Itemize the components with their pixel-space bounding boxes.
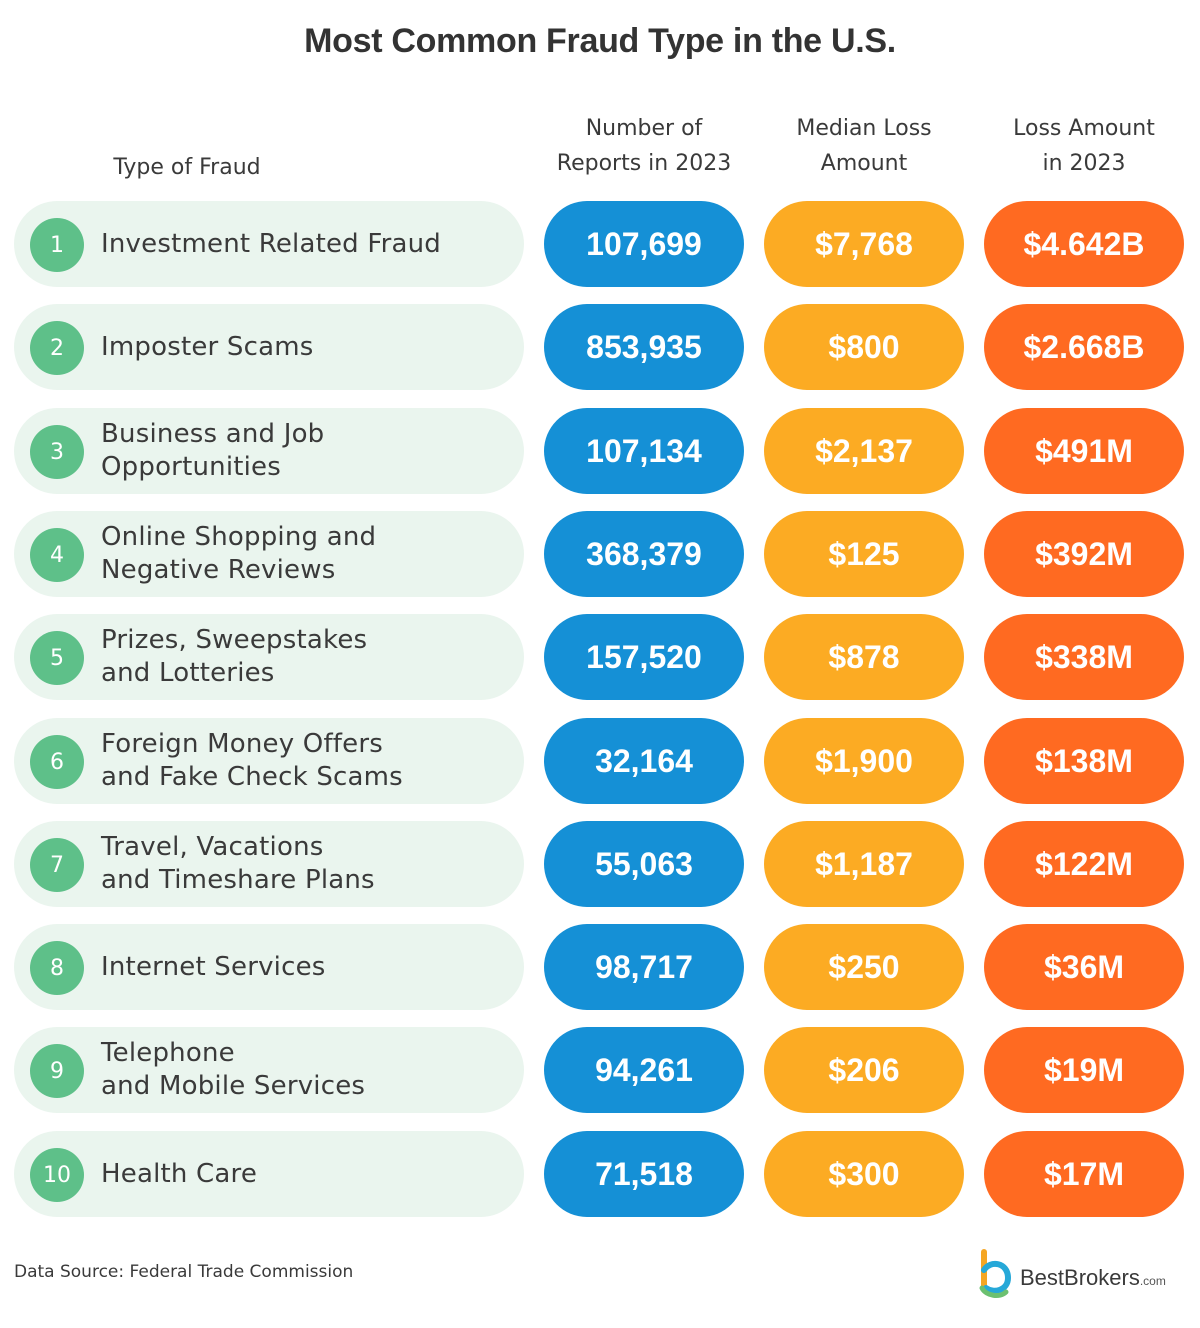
reports-value: 853,935 [544, 304, 744, 390]
table-row: 5 Prizes, Sweepstakes and Lotteries 157,52… [0, 614, 1200, 700]
fraud-type-pill: 4 Online Shopping and Negative Reviews [14, 511, 524, 597]
reports-value: 107,134 [544, 408, 744, 494]
median-loss-value: $125 [764, 511, 964, 597]
page-title: Most Common Fraud Type in the U.S. [304, 22, 896, 60]
table-row: 10 Health Care 71,518 $300 $17M [0, 1131, 1200, 1217]
loss-amount-value: $19M [984, 1027, 1184, 1113]
rank-badge: 8 [30, 941, 84, 995]
rank-badge: 7 [30, 838, 84, 892]
header-loss: Loss Amount in 2023 [1013, 116, 1155, 176]
bestbrokers-logo: BestBrokers.com [976, 1248, 1191, 1300]
rank-badge: 1 [30, 218, 84, 272]
fraud-type-pill: 10 Health Care [14, 1131, 524, 1217]
header-median: Median Loss Amount [796, 116, 932, 176]
fraud-type-label: Prizes, Sweepstakes and Lotteries [101, 625, 368, 688]
fraud-type-label: Telephone and Mobile Services [101, 1038, 366, 1101]
header-reports: Number of Reports in 2023 [556, 116, 732, 176]
brand-suffix: .com [1139, 1274, 1166, 1288]
rank-badge: 5 [30, 631, 84, 685]
fraud-type-label: Online Shopping and Negative Reviews [101, 522, 377, 585]
loss-amount-value: $491M [984, 408, 1184, 494]
fraud-type-pill: 8 Internet Services [14, 924, 524, 1010]
reports-value: 107,699 [544, 201, 744, 287]
reports-value: 32,164 [544, 718, 744, 804]
reports-value: 157,520 [544, 614, 744, 700]
table-row: 9 Telephone and Mobile Services 94,261 $206… [0, 1027, 1200, 1113]
fraud-type-label: Travel, Vacations and Timeshare Plans [101, 832, 375, 895]
reports-value: 55,063 [544, 821, 744, 907]
fraud-type-pill: 2 Imposter Scams [14, 304, 524, 390]
loss-amount-value: $138M [984, 718, 1184, 804]
fraud-type-pill: 1 Investment Related Fraud [14, 201, 524, 287]
fraud-type-label: Imposter Scams [101, 331, 314, 362]
fraud-type-label: Business and Job Opportunities [101, 419, 325, 482]
reports-value: 94,261 [544, 1027, 744, 1113]
fraud-type-pill: 5 Prizes, Sweepstakes and Lotteries [14, 614, 524, 700]
rank-badge: 4 [30, 528, 84, 582]
loss-amount-value: $2.668B [984, 304, 1184, 390]
fraud-type-pill: 7 Travel, Vacations and Timeshare Plans [14, 821, 524, 907]
rank-badge: 10 [30, 1148, 84, 1202]
reports-value: 368,379 [544, 511, 744, 597]
median-loss-value: $878 [764, 614, 964, 700]
brand-name: BestBrokers [1020, 1265, 1140, 1290]
median-loss-value: $250 [764, 924, 964, 1010]
fraud-type-pill: 3 Business and Job Opportunities [14, 408, 524, 494]
rank-badge: 9 [30, 1044, 84, 1098]
table-row: 3 Business and Job Opportunities 107,134 $2… [0, 408, 1200, 494]
fraud-type-label: Investment Related Fraud [101, 228, 442, 259]
median-loss-value: $800 [764, 304, 964, 390]
rank-badge: 3 [30, 425, 84, 479]
loss-amount-value: $4.642B [984, 201, 1184, 287]
rank-badge: 6 [30, 735, 84, 789]
median-loss-value: $206 [764, 1027, 964, 1113]
rank-badge: 2 [30, 321, 84, 375]
fraud-type-pill: 6 Foreign Money Offers and Fake Check Sca… [14, 718, 524, 804]
median-loss-value: $2,137 [764, 408, 964, 494]
table-row: 1 Investment Related Fraud 107,699 $7,768 $4… [0, 201, 1200, 287]
loss-amount-value: $392M [984, 511, 1184, 597]
median-loss-value: $300 [764, 1131, 964, 1217]
data-source: Data Source: Federal Trade Commission [14, 1262, 354, 1282]
reports-value: 98,717 [544, 924, 744, 1010]
table-row: 4 Online Shopping and Negative Reviews 368… [0, 511, 1200, 597]
table-row: 6 Foreign Money Offers and Fake Check Sca… [0, 718, 1200, 804]
table-row: 7 Travel, Vacations and Timeshare Plans 55… [0, 821, 1200, 907]
bestbrokers-logo-icon [979, 1249, 1012, 1298]
loss-amount-value: $122M [984, 821, 1184, 907]
loss-amount-value: $17M [984, 1131, 1184, 1217]
fraud-type-label: Health Care [101, 1158, 258, 1189]
median-loss-value: $7,768 [764, 201, 964, 287]
table-row: 2 Imposter Scams 853,935 $800 $2.668B [0, 304, 1200, 390]
table-row: 8 Internet Services 98,717 $250 $36M [0, 924, 1200, 1010]
header-type: Type of Fraud [113, 155, 261, 180]
reports-value: 71,518 [544, 1131, 744, 1217]
median-loss-value: $1,900 [764, 718, 964, 804]
fraud-type-label: Internet Services [101, 951, 326, 982]
median-loss-value: $1,187 [764, 821, 964, 907]
fraud-type-pill: 9 Telephone and Mobile Services [14, 1027, 524, 1113]
loss-amount-value: $36M [984, 924, 1184, 1010]
loss-amount-value: $338M [984, 614, 1184, 700]
fraud-type-label: Foreign Money Offers and Fake Check Scam… [101, 729, 403, 792]
